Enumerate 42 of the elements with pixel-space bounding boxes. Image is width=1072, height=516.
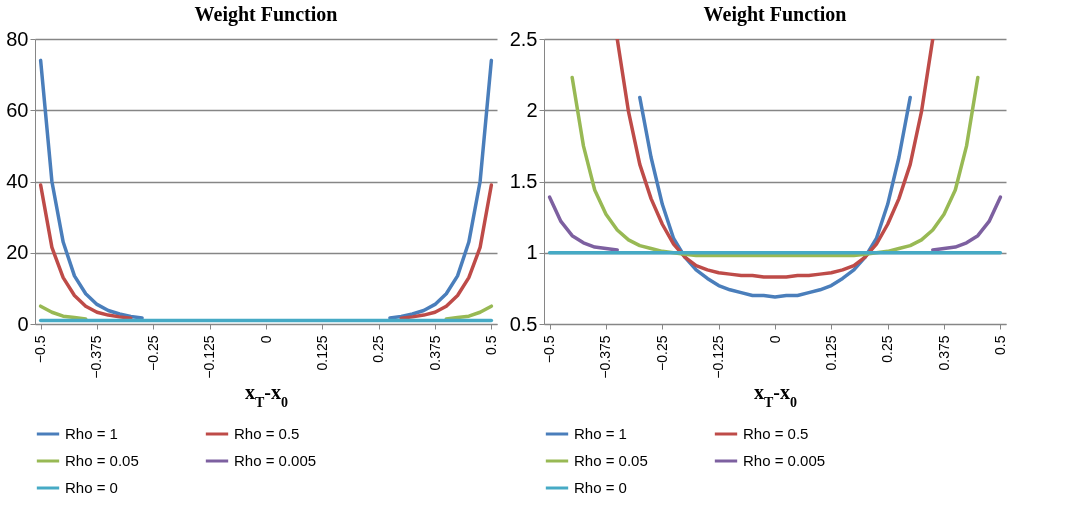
chart-title: Weight Function (194, 3, 338, 26)
x-tick-label: 0.5 (991, 335, 1008, 355)
legend-label: Rho = 0.05 (574, 452, 648, 469)
x-tick-label: 0.125 (822, 335, 839, 371)
chart-title: Weight Function (703, 3, 847, 26)
y-tick-label: 1.5 (509, 170, 538, 192)
y-tick-label: 2.5 (509, 27, 538, 50)
y-tick-label: 60 (6, 98, 29, 121)
x-tick-label: 0.375 (935, 335, 952, 371)
x-tick-label: 0.25 (370, 335, 387, 363)
x-tick-label: −0.125 (710, 335, 727, 379)
legend-label: Rho = 0.5 (234, 425, 300, 442)
x-tick-label: −0.5 (32, 335, 49, 364)
y-tick-label: 20 (6, 241, 29, 264)
x-tick-label: 0 (257, 335, 274, 344)
line-series (638, 95, 912, 299)
y-tick-label: 40 (6, 170, 29, 192)
x-tick-label: −0.375 (88, 335, 105, 379)
x-tick-label: −0.375 (597, 335, 614, 379)
legend-label: Rho = 1 (574, 425, 627, 442)
x-tick-label: 0.5 (482, 335, 499, 355)
x-axis-title: x$_{T}$-x$_{0}$ (244, 380, 289, 410)
x-tick-label: 0.25 (879, 335, 896, 363)
x-tick-label: −0.25 (653, 335, 670, 371)
y-tick-label: 80 (6, 27, 29, 50)
x-tick-label: 0.375 (426, 335, 443, 371)
line-series (615, 39, 935, 279)
x-tick-label: 0.125 (313, 335, 330, 371)
legend-label: Rho = 0.005 (743, 452, 826, 469)
legend-label: Rho = 0 (65, 479, 118, 496)
legend-label: Rho = 0.005 (234, 452, 317, 469)
x-tick-label: −0.5 (541, 335, 558, 364)
x-axis-title: x$_{T}$-x$_{0}$ (753, 380, 798, 410)
legend-label: Rho = 0 (574, 479, 627, 496)
legend-label: Rho = 1 (65, 425, 118, 442)
x-tick-label: 0 (766, 335, 783, 344)
y-tick-label: 2 (526, 98, 538, 121)
legend-label: Rho = 0.05 (65, 452, 139, 469)
y-tick-label: 1 (526, 241, 538, 264)
x-tick-label: −0.25 (144, 335, 161, 371)
legend-label: Rho = 0.5 (743, 425, 809, 442)
x-tick-label: −0.125 (201, 335, 218, 379)
